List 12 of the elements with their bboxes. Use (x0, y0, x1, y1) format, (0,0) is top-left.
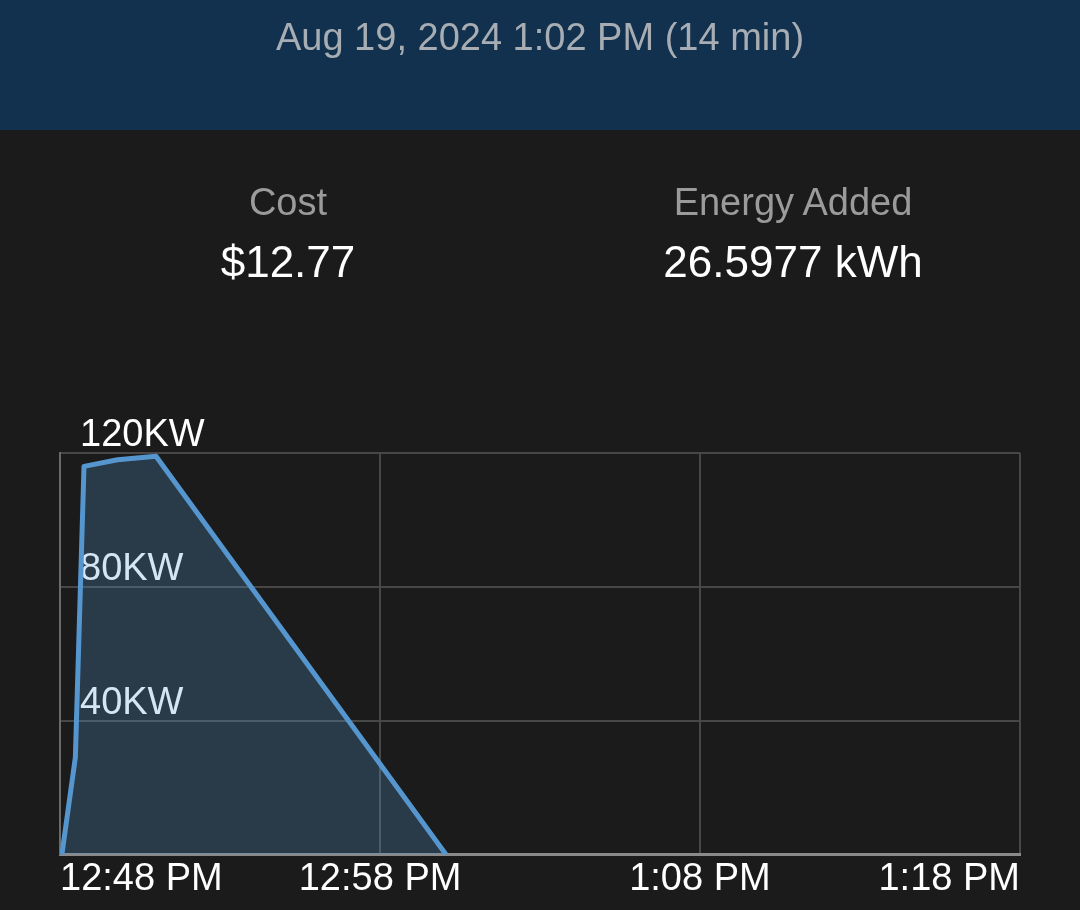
text: $12.77 (219, 236, 357, 288)
y-tick-label: 40KW (80, 680, 184, 723)
x-tick-label: 12:58 PM (298, 855, 462, 898)
x-tick-label: 1:08 PM (629, 855, 771, 898)
text: Cost (247, 180, 329, 225)
y-tick-label: 80KW (80, 546, 184, 589)
text: Energy Added (672, 180, 914, 225)
chart-title: Aug 19, 2024 1:02 PM (14 min) (274, 15, 806, 60)
y-tick-label: 120KW (80, 412, 205, 455)
x-tick-label: 12:48 PM (60, 855, 223, 898)
text: 26.5977 kWh (662, 236, 924, 288)
x-tick-label: 1:18 PM (878, 855, 1020, 898)
